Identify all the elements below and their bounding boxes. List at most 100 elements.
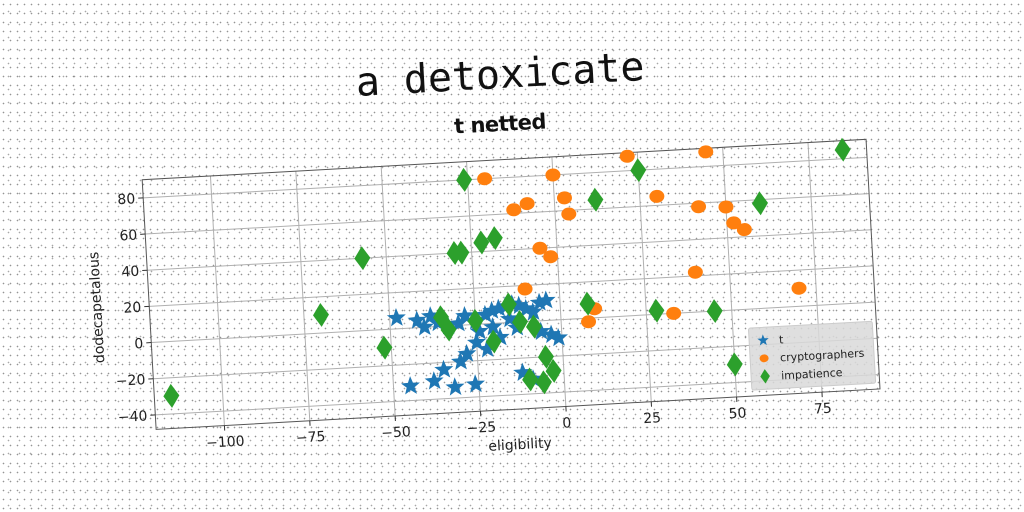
point-star bbox=[489, 298, 509, 317]
point-star bbox=[400, 376, 420, 395]
point-star bbox=[523, 302, 543, 321]
point-star bbox=[414, 317, 434, 336]
point-diamond bbox=[163, 383, 180, 408]
point-star bbox=[548, 327, 568, 347]
x-tick-label: −25 bbox=[466, 419, 496, 437]
point-diamond bbox=[526, 314, 542, 339]
grid-line-x bbox=[380, 166, 396, 417]
grid-line-y bbox=[147, 229, 872, 271]
axis-ticks: −100 −75 −50 −25 0 25 50 75 −40 −20 0 20 40 60 80 bbox=[115, 191, 833, 451]
point-circle bbox=[543, 250, 559, 264]
x-tick-label: 25 bbox=[643, 410, 662, 427]
point-star bbox=[457, 343, 477, 363]
grid-line-x bbox=[209, 175, 225, 426]
legend-label: t bbox=[779, 333, 785, 346]
point-star bbox=[445, 377, 465, 396]
point-diamond bbox=[535, 370, 552, 395]
grid-line-y bbox=[149, 265, 874, 307]
legend-marker-diamond bbox=[760, 369, 770, 384]
point-diamond bbox=[630, 158, 647, 183]
point-circle bbox=[736, 223, 752, 237]
legend-label: cryptographers bbox=[780, 347, 865, 365]
point-star bbox=[465, 374, 485, 393]
point-star bbox=[490, 327, 510, 346]
point-diamond bbox=[752, 191, 769, 216]
point-diamond bbox=[500, 292, 517, 317]
x-tick-label: −75 bbox=[296, 429, 326, 447]
point-star bbox=[469, 321, 489, 340]
point-diamond bbox=[545, 358, 562, 383]
point-star bbox=[467, 332, 486, 351]
point-diamond bbox=[587, 187, 604, 212]
point-diamond bbox=[648, 298, 665, 323]
point-circle bbox=[517, 282, 533, 296]
chart-area: −100 −75 −50 −25 0 25 50 75 −40 −20 0 20 40 60 80 elig… bbox=[52, 126, 948, 495]
point-diamond bbox=[376, 335, 393, 360]
point-circle bbox=[726, 216, 742, 230]
x-axis-label: eligibility bbox=[488, 435, 552, 455]
point-star bbox=[536, 290, 556, 309]
x-tick-label: 50 bbox=[728, 405, 747, 422]
data-points bbox=[163, 137, 851, 408]
y-tick-label: 40 bbox=[121, 264, 140, 281]
point-circle bbox=[477, 172, 493, 186]
point-diamond bbox=[440, 317, 457, 342]
y-tick-label: 60 bbox=[119, 227, 138, 244]
grid-line-x bbox=[295, 171, 311, 421]
point-star bbox=[450, 351, 470, 370]
point-circle bbox=[666, 306, 682, 320]
point-star bbox=[475, 304, 495, 324]
point-diamond bbox=[512, 309, 529, 334]
grid-line-y bbox=[143, 156, 868, 199]
point-diamond bbox=[467, 308, 484, 333]
y-tick-label: 20 bbox=[123, 300, 142, 317]
x-tick-label: −50 bbox=[381, 424, 411, 442]
grid-line-y bbox=[145, 193, 870, 235]
grid-line-x bbox=[466, 161, 482, 412]
grid-line-x bbox=[636, 152, 652, 402]
point-star bbox=[483, 317, 503, 336]
x-tick-label: −100 bbox=[206, 433, 245, 451]
point-diamond bbox=[453, 240, 470, 265]
y-tick-label: −40 bbox=[117, 408, 147, 426]
point-diamond bbox=[486, 226, 503, 251]
point-star bbox=[448, 313, 468, 332]
point-circle bbox=[561, 207, 577, 221]
point-diamond bbox=[473, 230, 490, 255]
x-tick-label: 75 bbox=[814, 401, 833, 418]
point-circle bbox=[718, 200, 734, 214]
point-circle bbox=[791, 281, 807, 295]
point-circle bbox=[581, 315, 597, 329]
point-diamond bbox=[522, 367, 539, 392]
point-circle bbox=[532, 241, 548, 255]
point-star bbox=[477, 339, 497, 358]
point-circle bbox=[519, 197, 535, 211]
chart-title: t netted bbox=[453, 109, 547, 139]
y-axis-label: dodecapetalous bbox=[86, 251, 108, 363]
point-diamond bbox=[537, 344, 554, 369]
point-circle bbox=[687, 265, 703, 279]
point-diamond bbox=[834, 137, 851, 162]
point-circle bbox=[698, 145, 714, 159]
point-circle bbox=[556, 191, 572, 205]
point-star bbox=[424, 371, 444, 390]
legend-label: impatience bbox=[781, 366, 843, 382]
point-star bbox=[386, 308, 406, 327]
point-star bbox=[531, 321, 551, 341]
x-tick-label: 0 bbox=[562, 415, 572, 431]
point-circle bbox=[619, 149, 635, 163]
legend-box bbox=[748, 320, 877, 391]
point-circle bbox=[506, 203, 522, 217]
plot-frame bbox=[141, 138, 881, 430]
point-diamond bbox=[312, 302, 329, 327]
y-tick-label: 0 bbox=[134, 336, 144, 352]
point-diamond bbox=[726, 352, 743, 377]
y-tick-label: 80 bbox=[117, 191, 136, 208]
point-diamond bbox=[354, 246, 371, 271]
point-circle bbox=[545, 168, 561, 182]
point-diamond bbox=[579, 291, 596, 316]
figure-title: a detoxicate bbox=[354, 43, 646, 107]
point-circle bbox=[691, 200, 707, 214]
